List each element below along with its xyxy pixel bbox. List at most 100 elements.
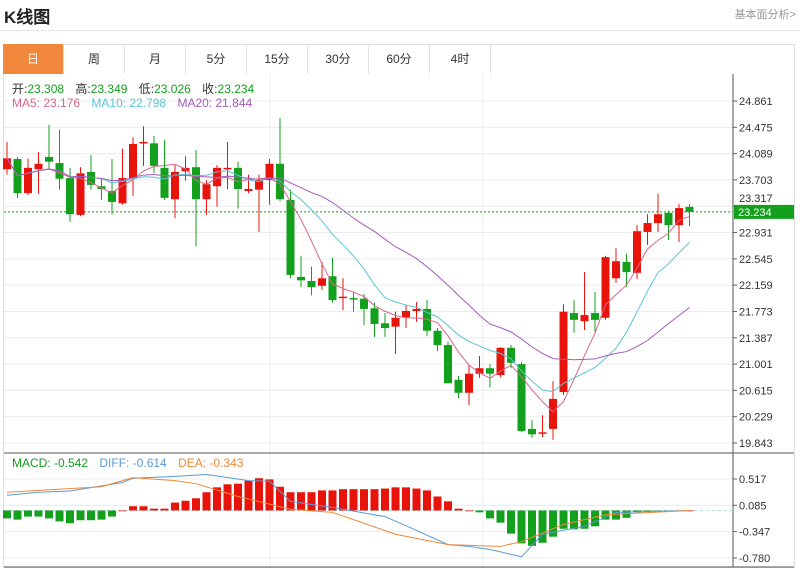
macd-bar (3, 510, 11, 519)
candle-up (612, 261, 620, 279)
tab-30min[interactable]: 30分 (308, 44, 369, 74)
macd-bar (181, 500, 190, 511)
macd-bar (559, 510, 568, 529)
macd-bar (160, 508, 169, 511)
macd-bar (538, 510, 547, 543)
candle-up (34, 163, 43, 170)
current-price-label: 23.234 (738, 207, 772, 219)
open-value: 23.308 (27, 82, 65, 96)
tab-60min[interactable]: 60分 (369, 44, 430, 74)
price-tick-label: 22.545 (739, 254, 773, 266)
tab-month[interactable]: 月 (125, 44, 186, 74)
macd-bar (339, 489, 347, 511)
high-value: 23.349 (90, 82, 128, 96)
candle-down (360, 298, 368, 309)
macd-bar (486, 510, 494, 519)
macd-bar (318, 490, 326, 511)
divider (0, 30, 800, 31)
macd-bar (34, 510, 43, 517)
macd-bar (66, 510, 74, 524)
macd-tick-label: 0.517 (739, 474, 767, 486)
ma5-line (6, 158, 690, 413)
fundamental-analysis-link[interactable]: 基本面分析> (734, 9, 796, 21)
macd-bar (349, 489, 358, 511)
candle-up (654, 214, 662, 224)
macd-bar (360, 489, 368, 511)
macd-bar (528, 510, 536, 546)
candle-down (423, 308, 431, 331)
macd-bar (517, 510, 526, 544)
macd-bar (234, 483, 242, 511)
price-tick-label: 19.843 (739, 438, 773, 450)
macd-bar (108, 510, 116, 517)
candle-down (349, 298, 358, 300)
tab-week[interactable]: 周 (64, 44, 125, 74)
macd-bar (612, 510, 620, 520)
candle-up (402, 310, 410, 318)
candle-down (370, 308, 379, 324)
candle-up (202, 184, 211, 200)
macd-bar (412, 488, 421, 511)
macd-bar (496, 510, 505, 523)
candle-up (24, 167, 32, 194)
macd-bar (213, 487, 221, 511)
tab-4hour[interactable]: 4时 (430, 44, 491, 74)
candle-up (580, 315, 589, 322)
macd-bar (76, 510, 85, 521)
ma-legend: MA5: 23.176 MA10: 22.798 MA20: 21.844 (12, 96, 260, 110)
macd-bar (55, 510, 64, 522)
page-title: K线图 (4, 8, 51, 27)
diff-value: DIFF: -0.614 (99, 456, 167, 470)
high-label: 高: (75, 82, 91, 96)
macd-bar (276, 486, 284, 511)
price-tick-label: 23.703 (739, 175, 773, 187)
ma20-value: MA20: 21.844 (177, 96, 253, 110)
macd-bar (223, 484, 232, 511)
dea-line (6, 477, 690, 547)
candle-up (538, 432, 547, 434)
candle-up (412, 308, 421, 311)
candle-up (339, 296, 347, 299)
tab-15min[interactable]: 15分 (247, 44, 308, 74)
macd-tick-label: -0.347 (739, 527, 770, 539)
candle-up (675, 208, 683, 226)
current-price-badge (734, 204, 794, 219)
candle-down (381, 323, 389, 329)
price-tick-label: 23.317 (739, 193, 773, 205)
candle-up (139, 141, 148, 144)
candle-down (45, 156, 53, 162)
macd-bar (454, 508, 463, 511)
candle-down (622, 261, 631, 273)
macd-bar (265, 479, 274, 511)
candle-up (643, 223, 652, 232)
macd-bar (255, 478, 263, 511)
price-tick-label: 24.861 (739, 96, 773, 108)
macd-bar (381, 488, 389, 511)
macd-bar (402, 487, 410, 511)
candle-down (517, 364, 526, 431)
price-tick-label: 24.475 (739, 122, 773, 134)
macd-bar (549, 510, 557, 537)
macd-bar (370, 489, 379, 511)
macd-bar (475, 510, 484, 513)
candle-down (486, 368, 494, 374)
macd-tick-label: 0.085 (739, 500, 767, 512)
price-tick-label: 24.089 (739, 149, 773, 161)
candle-down (160, 167, 169, 198)
candle-up (244, 188, 253, 192)
tab-5min[interactable]: 5分 (186, 44, 247, 74)
tab-day[interactable]: 日 (3, 44, 64, 74)
ma10-line (6, 158, 690, 393)
period-tabs: 日 周 月 5分 15分 30分 60分 4时 (3, 44, 491, 74)
macd-bar (328, 490, 337, 511)
macd-tick-label: -0.780 (739, 553, 770, 565)
macd-legend: MACD: -0.542 DIFF: -0.614 DEA: -0.343 (12, 456, 251, 470)
candle-up (129, 144, 137, 179)
macd-value: MACD: -0.542 (12, 456, 89, 470)
candle-up (549, 398, 557, 429)
macd-bar (570, 510, 578, 530)
macd-bar (507, 510, 515, 534)
candle-down (570, 313, 578, 320)
low-label: 低: (138, 82, 155, 96)
